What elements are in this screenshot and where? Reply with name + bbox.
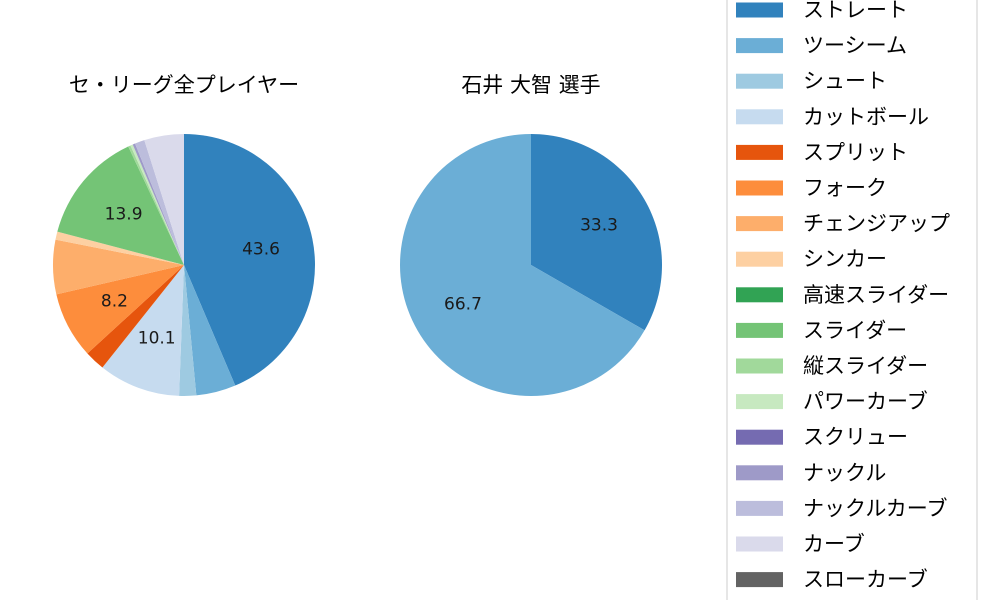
pie-title-pitcher: 石井 大智 選手 (461, 73, 600, 97)
pie-slice-league-フォーク (56, 265, 185, 354)
legend-label-スプリット: スプリット (803, 140, 908, 164)
legend-swatch-スローカーブ (736, 572, 783, 588)
pie-slice-league-ナックル (132, 143, 184, 265)
legend-label-ストレート: ストレート (803, 0, 908, 22)
legend-entry-スクリュー: スクリュー (736, 425, 908, 449)
legend-entry-ナックルカーブ: ナックルカーブ (736, 496, 947, 520)
legend-label-パワーカーブ: パワーカーブ (803, 390, 928, 414)
legend-swatch-シンカー (736, 251, 783, 267)
pie-slice-league-カーブ (144, 134, 184, 265)
legend-entry-カーブ: カーブ (736, 532, 865, 556)
legend-swatch-カットボール (736, 109, 783, 125)
legend-entry-縦スライダー: 縦スライダー (736, 354, 928, 378)
legend-entry-シュート: シュート (736, 69, 887, 93)
slice-label-league-カットボール: 10.1 (138, 329, 176, 349)
legend-label-チェンジアップ: チェンジアップ (803, 212, 950, 236)
legend-label-フォーク: フォーク (803, 176, 887, 200)
legend-swatch-ストレート (736, 2, 783, 18)
legend-swatch-チェンジアップ (736, 216, 783, 232)
legend-swatch-高速スライダー (736, 287, 783, 303)
legend-swatch-パワーカーブ (736, 394, 783, 410)
legend-entry-パワーカーブ: パワーカーブ (736, 390, 928, 414)
legend-entry-フォーク: フォーク (736, 176, 887, 200)
legend-label-スライダー: スライダー (803, 318, 907, 342)
pie-slice-pitcher-ストレート (531, 134, 663, 331)
legend-entry-高速スライダー: 高速スライダー (736, 283, 949, 307)
legend-entry-チェンジアップ: チェンジアップ (736, 212, 950, 236)
legend-label-スクリュー: スクリュー (803, 425, 908, 449)
pie-slice-league-ナックルカーブ (135, 140, 184, 265)
legend-label-縦スライダー: 縦スライダー (803, 354, 928, 378)
legend-swatch-フォーク (736, 180, 783, 196)
pie-slice-league-シンカー (55, 231, 185, 265)
legend-swatch-スライダー (736, 322, 783, 338)
pie-slice-league-パワーカーブ (130, 144, 184, 265)
legend-entry-カットボール: カットボール (736, 105, 929, 129)
legend: ストレートツーシームシュートカットボールスプリットフォークチェンジアップシンカー… (726, 0, 978, 600)
legend-swatch-縦スライダー (736, 358, 783, 374)
slice-label-pitcher-ツーシーム: 66.7 (444, 294, 482, 314)
legend-label-ツーシーム: ツーシーム (803, 34, 907, 58)
pie-slice-league-スライダー (57, 146, 184, 265)
legend-entry-シンカー: シンカー (736, 247, 887, 271)
legend-swatch-ツーシーム (736, 38, 783, 54)
legend-entry-スローカーブ: スローカーブ (736, 568, 928, 592)
legend-label-シンカー: シンカー (803, 247, 887, 271)
legend-label-高速スライダー: 高速スライダー (803, 283, 949, 307)
legend-entry-ツーシーム: ツーシーム (736, 34, 907, 58)
pie-chart-pitcher: 石井 大智 選手 33.3 66.7 (400, 73, 663, 397)
slice-label-league-フォーク: 8.2 (101, 292, 128, 312)
pie-slice-league-シュート (179, 265, 197, 397)
slice-label-league-ストレート: 43.6 (242, 239, 280, 259)
slice-label-pitcher-ストレート: 33.3 (580, 216, 618, 236)
slice-label-league-スライダー: 13.9 (105, 205, 143, 225)
legend-label-シュート: シュート (803, 69, 887, 93)
pie-slice-pitcher-ツーシーム (400, 134, 645, 397)
pie-slice-league-カットボール (102, 265, 184, 396)
legend-swatch-シュート (736, 73, 783, 89)
legend-label-スローカーブ: スローカーブ (803, 568, 928, 592)
legend-swatch-スプリット (736, 144, 783, 160)
legend-label-ナックル: ナックル (803, 461, 886, 485)
legend-label-ナックルカーブ: ナックルカーブ (803, 496, 947, 520)
legend-swatch-スクリュー (736, 429, 783, 445)
pie-slice-league-ツーシーム (184, 265, 236, 396)
pie-slice-league-縦スライダー (128, 145, 184, 265)
legend-swatch-ナックルカーブ (736, 500, 783, 516)
pie-slice-league-ストレート (184, 134, 315, 386)
legend-entry-スライダー: スライダー (736, 318, 907, 342)
pie-slice-league-チェンジアップ (53, 239, 185, 295)
legend-frame (726, 0, 978, 600)
pie-slice-league-スプリット (87, 265, 184, 368)
legend-swatch-カーブ (736, 536, 783, 552)
pie-chart-league: セ・リーグ全プレイヤー 43.6 10.1 8.2 13.9 (53, 73, 315, 397)
pie-title-league: セ・リーグ全プレイヤー (69, 73, 299, 97)
legend-label-カットボール: カットボール (803, 105, 929, 129)
legend-entry-スプリット: スプリット (736, 140, 908, 164)
legend-entry-ナックル: ナックル (736, 461, 886, 485)
legend-label-カーブ: カーブ (803, 532, 865, 556)
legend-swatch-ナックル (736, 465, 783, 481)
legend-entry-ストレート: ストレート (736, 0, 908, 22)
